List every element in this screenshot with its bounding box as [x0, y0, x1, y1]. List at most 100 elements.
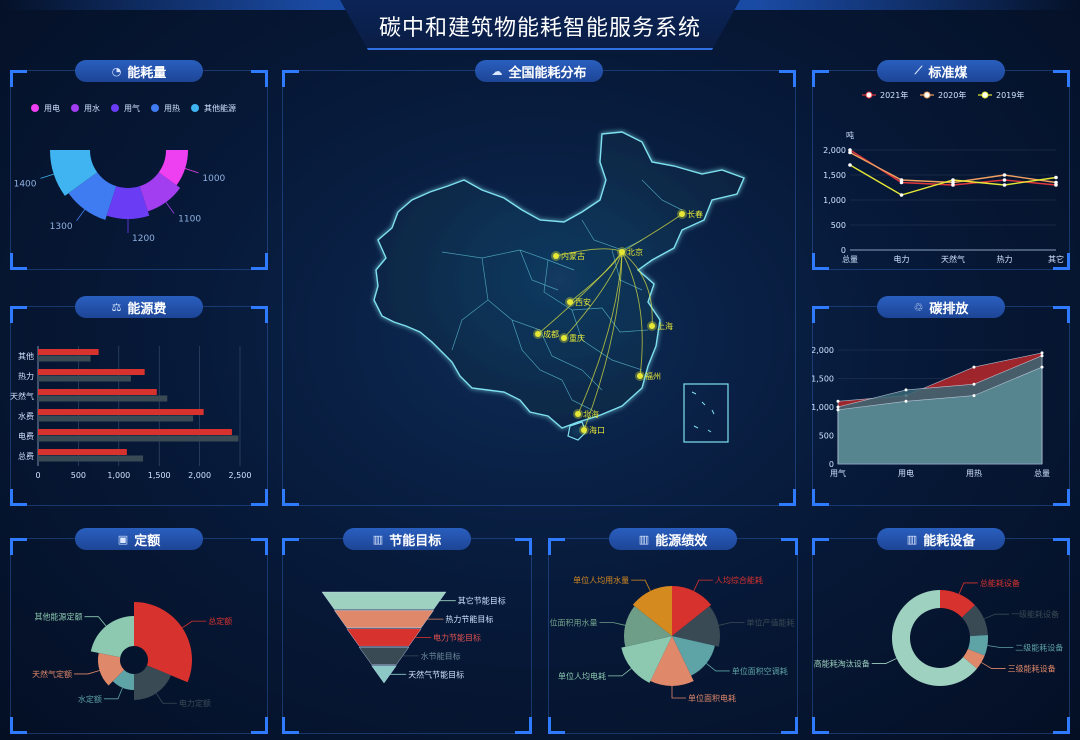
legend-label: 2021年 [880, 90, 908, 100]
panel-title-text: 定额 [134, 533, 161, 549]
y-tick-label: 500 [831, 221, 846, 230]
chart-plot: 1400 1300 1200 1100 1000 [14, 150, 226, 244]
panel-title: ▥ 能源绩效 [609, 528, 737, 550]
y-tick-label: 总费 [18, 451, 34, 461]
y-tick-label: 其他 [18, 351, 34, 361]
bar [38, 409, 204, 415]
bar [38, 389, 157, 395]
funnel-segment [346, 628, 422, 647]
corner [251, 489, 268, 506]
panel-national-map: ☁ 全国能耗分布 [282, 60, 796, 506]
leader-line [706, 663, 730, 672]
flow-line [621, 251, 653, 327]
panel-quota: ▣ 定额 总定额 电力定额 水定额 天然气定额 其他能源定额 [10, 528, 268, 734]
bar [38, 349, 99, 355]
city-dot [649, 323, 655, 329]
corner [1053, 306, 1070, 323]
province-borders [441, 179, 683, 411]
slice-label: 其他能源定额 [34, 612, 82, 622]
leader-line [40, 173, 54, 179]
panel-title-text: 能源绩效 [655, 533, 708, 549]
legend-label: 用水 [84, 103, 100, 113]
x-tick-label: 总量 [1034, 468, 1050, 478]
slice-label: 高能耗淘汰设备 [814, 659, 870, 669]
leader-line [871, 658, 897, 664]
leader-line [987, 645, 1014, 648]
chart-icon: ▥ [906, 532, 918, 546]
y-tick-label: 2,000 [812, 346, 834, 355]
x-tick-label: 1,000 [107, 471, 130, 480]
data-point [836, 408, 840, 412]
data-point [904, 399, 908, 403]
hainan-island [567, 421, 587, 441]
slice-label: 二级能耗设备 [1015, 642, 1063, 652]
pie-slice [961, 605, 988, 637]
train-icon: ▣ [117, 532, 129, 546]
city-dot [535, 331, 541, 337]
energy-consumption-chart: 用电 用水 用气 用热 其他能源 1400 1300 1200 1100 1000 [14, 103, 236, 244]
corner [548, 538, 565, 555]
funnel-segment [358, 646, 410, 665]
data-point [899, 193, 904, 197]
slice-label: 位面积用水量 [550, 618, 598, 628]
corner [1053, 538, 1070, 555]
leader-line [76, 209, 86, 222]
corner [779, 70, 796, 87]
corner [515, 538, 532, 555]
corner [10, 717, 27, 734]
co2-icon: ♲ [913, 300, 924, 314]
panel-standard-coal: ⟋ 标准煤 2021年 2020年 2019年吨 0 500 1,000 1,500 2,000… [812, 60, 1070, 270]
city-dot [619, 249, 625, 255]
rose-slice [50, 150, 98, 196]
x-tick-label: 用电 [898, 468, 914, 478]
leader-line [981, 662, 1006, 669]
chart-plot: 0 500 1,000 1,500 2,000 用气 用电 用热 总量 [812, 346, 1050, 478]
legend-marker [865, 91, 873, 99]
cost-icon: ⚖ [111, 300, 122, 314]
slice-label: 电力定额 [179, 698, 211, 708]
panel-title: ☁ 全国能耗分布 [475, 60, 603, 82]
data-point [848, 163, 852, 167]
leader-line [599, 622, 626, 626]
legend-label: 其他能源 [204, 103, 236, 113]
corner [282, 717, 299, 734]
x-tick-label: 1,500 [148, 471, 171, 480]
legend-swatch [31, 104, 39, 112]
pie-slice [112, 669, 134, 690]
legend-label: 用气 [124, 103, 140, 113]
leader-line [103, 687, 123, 700]
pie-slice [940, 590, 975, 618]
chart-icon: ▥ [372, 532, 384, 546]
corner [251, 717, 268, 734]
legend-swatch [191, 104, 199, 112]
city-dot [561, 335, 567, 341]
data-point [1002, 173, 1007, 177]
rose-slice [158, 150, 188, 186]
data-point [1002, 183, 1007, 187]
y-tick-label: 1,500 [823, 171, 846, 180]
city-dot [637, 373, 643, 379]
data-point [972, 382, 976, 386]
trend-icon: ⟋ [914, 64, 923, 77]
leader-line [718, 622, 745, 626]
pie-slice [621, 636, 672, 683]
y-tick-label: 2,000 [823, 146, 846, 155]
data-point [1054, 183, 1058, 187]
corner [251, 538, 268, 555]
bar [38, 429, 232, 435]
corner [1053, 70, 1070, 87]
legend-label: 2019年 [996, 90, 1024, 100]
corner [251, 306, 268, 323]
city-label: 西安 [575, 297, 591, 307]
legend-label: 2020年 [938, 90, 966, 100]
corner [251, 253, 268, 270]
pie-slice [967, 634, 988, 656]
panel-title: ▥ 节能目标 [343, 528, 471, 550]
data-point [972, 394, 976, 398]
leader-line [693, 579, 713, 592]
panel-title: ▥ 能耗设备 [877, 528, 1005, 550]
